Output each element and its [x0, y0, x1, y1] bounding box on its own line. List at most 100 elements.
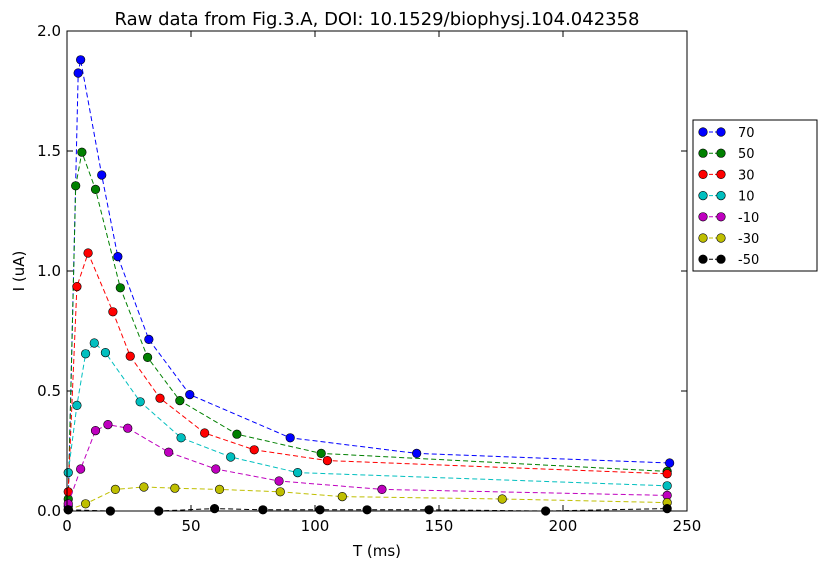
chart-title: Raw data from Fig.3.A, DOI: 10.1529/biop…: [114, 9, 639, 30]
data-point: [90, 426, 101, 436]
data-point: [90, 184, 101, 194]
series--30: [63, 482, 672, 515]
series-line: [67, 251, 668, 492]
data-point: [108, 307, 118, 317]
data-point: [76, 464, 86, 474]
data-point: [316, 448, 326, 459]
data-point: [115, 283, 125, 293]
data-point: [170, 483, 180, 493]
legend-entry: -10: [698, 211, 759, 226]
legend-label: -10: [738, 211, 759, 226]
y-axis-ticks: 0.0 0.5 1.0 1.5 2.0: [37, 22, 687, 520]
legend-marker: [698, 191, 708, 201]
data-point: [211, 464, 221, 474]
legend-box: [692, 119, 818, 272]
series-line: [67, 150, 668, 500]
data-point: [73, 68, 83, 78]
legend: 70 50 30 10 -10 -30 -50: [692, 119, 818, 272]
data-point: [665, 458, 675, 468]
legend-entry: 10: [698, 190, 755, 205]
x-axis-ticks: 0 50 100 150 200 250: [62, 31, 701, 535]
data-point: [72, 282, 82, 292]
data-point: [155, 393, 165, 403]
series-line: [67, 59, 670, 507]
data-point: [209, 504, 220, 514]
data-point: [123, 423, 133, 433]
legend-entry: -50: [698, 253, 759, 268]
data-point: [175, 396, 185, 406]
data-point: [497, 494, 507, 504]
legend-label: 30: [738, 168, 755, 183]
data-point: [377, 484, 387, 495]
legend-marker: [698, 233, 708, 243]
legend-entry: 50: [698, 147, 755, 162]
data-point: [71, 181, 81, 191]
series-line: [67, 424, 668, 504]
x-tick-label: 250: [673, 517, 702, 535]
data-point: [100, 348, 111, 358]
legend-marker: [698, 254, 708, 264]
x-tick-label: 200: [549, 517, 578, 535]
data-point: [293, 468, 303, 478]
data-point: [125, 351, 135, 361]
legend-marker: [716, 254, 726, 264]
data-point: [258, 505, 268, 515]
data-point: [97, 170, 107, 180]
data-point: [77, 147, 87, 157]
data-point: [113, 252, 123, 262]
y-tick-label: 0.5: [37, 382, 61, 400]
x-tick-label: 150: [425, 517, 454, 535]
data-point: [275, 487, 285, 497]
series-line: [68, 486, 668, 511]
series--10: [63, 420, 672, 509]
plot-frame: [66, 30, 688, 512]
data-point: [214, 484, 225, 495]
data-point: [285, 433, 295, 443]
legend-marker: [716, 191, 726, 201]
data-point: [139, 482, 149, 492]
data-point: [164, 447, 174, 457]
data-point: [63, 468, 73, 478]
x-tick-label: 0: [62, 517, 72, 535]
data-point: [249, 445, 259, 455]
legend-label: 50: [738, 147, 755, 162]
data-point: [200, 428, 210, 438]
data-point: [412, 448, 422, 459]
data-point: [274, 476, 284, 486]
series-10: [63, 338, 672, 491]
data-point: [103, 420, 113, 430]
data-point: [110, 484, 120, 495]
data-point: [63, 505, 73, 515]
data-point: [76, 55, 86, 65]
legend-marker: [716, 169, 726, 179]
series-30: [63, 248, 672, 497]
data-point: [89, 338, 99, 348]
legend-marker: [716, 233, 726, 243]
series-layer: [63, 55, 675, 516]
series-line: [67, 342, 668, 487]
y-axis-label: I (uA): [10, 251, 28, 292]
legend-entry: 30: [698, 168, 755, 183]
data-point: [176, 433, 186, 443]
data-point: [362, 505, 372, 515]
y-tick-label: 1.5: [37, 142, 61, 160]
legend-entry: -30: [698, 232, 759, 247]
data-point: [315, 505, 325, 515]
y-tick-label: 2.0: [37, 22, 61, 40]
data-point: [83, 248, 93, 258]
legend-marker: [716, 212, 726, 222]
data-point: [72, 400, 82, 411]
data-point: [232, 429, 242, 439]
data-point: [662, 481, 672, 491]
data-point: [662, 504, 672, 514]
legend-marker: [698, 212, 708, 222]
y-tick-label: 1.0: [37, 262, 61, 280]
data-point: [337, 492, 347, 502]
legend-label: 10: [738, 190, 755, 205]
data-point: [226, 452, 236, 462]
legend-marker: [698, 148, 708, 158]
data-point: [424, 505, 434, 515]
legend-marker: [716, 127, 726, 137]
